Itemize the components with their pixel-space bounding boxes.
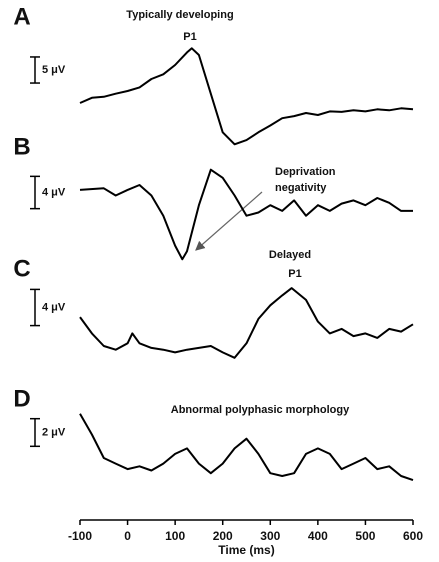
panel-letter: A: [13, 3, 30, 30]
x-tick-label: 100: [165, 529, 185, 543]
annotation: P1: [183, 31, 196, 43]
annotation: P1: [288, 268, 301, 280]
waveform: [79, 47, 414, 146]
annotation: negativity: [275, 182, 327, 194]
x-tick-label: 0: [124, 529, 131, 543]
panel-letter: D: [13, 385, 30, 412]
annotation: Deprivation: [275, 166, 336, 178]
x-tick-label: -100: [68, 529, 92, 543]
x-axis-label: Time (ms): [218, 543, 274, 557]
panel-title: Typically developing: [126, 9, 233, 21]
annotation: Abnormal polyphasic morphology: [171, 404, 350, 416]
x-tick-label: 500: [355, 529, 375, 543]
waveform: [79, 287, 414, 359]
x-tick-label: 400: [308, 529, 328, 543]
waveform: [79, 413, 414, 482]
panel-letter: B: [13, 133, 30, 160]
waveform: [79, 168, 413, 261]
panel-letter: C: [13, 255, 30, 282]
scale-bar-label: 4 μV: [42, 186, 66, 198]
x-tick-label: 300: [260, 529, 280, 543]
annotation: Delayed: [269, 249, 311, 261]
scale-bar-label: 4 μV: [42, 301, 66, 313]
scale-bar-label: 2 μV: [42, 426, 66, 438]
x-tick-label: 600: [403, 529, 423, 543]
x-tick-label: 200: [213, 529, 233, 543]
annotation-arrow: [195, 191, 263, 251]
scale-bar-label: 5 μV: [42, 64, 66, 76]
